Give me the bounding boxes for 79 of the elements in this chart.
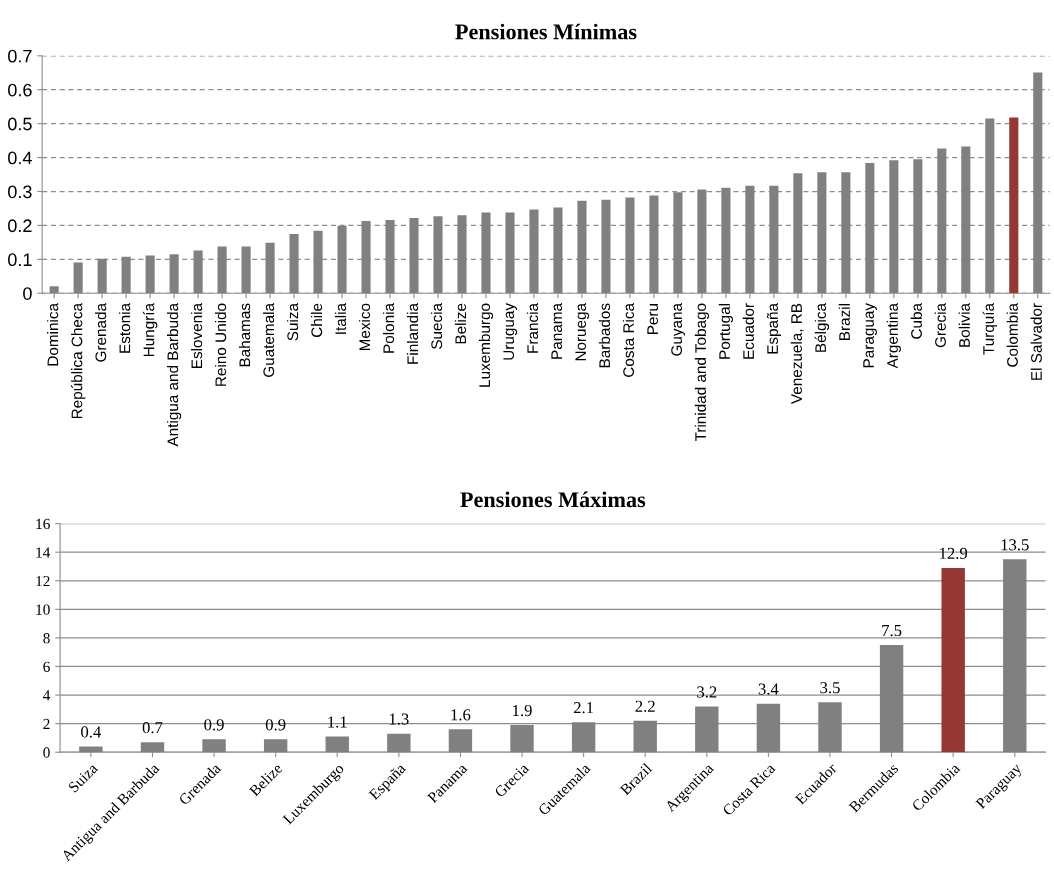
x-tick-label: Cuba [910, 302, 922, 339]
data-label: 2.2 [635, 700, 655, 712]
y-tick-label: 0.3 [8, 185, 32, 199]
x-tick-label: Grenada [95, 302, 107, 362]
y-tick-label: 6 [43, 661, 50, 672]
data-label: 3.4 [758, 683, 779, 695]
x-tick-label: Mexico [358, 303, 371, 351]
x-tick-label: Estonia [119, 302, 131, 353]
data-label: 1.6 [451, 709, 471, 721]
x-tick-label: Venezuela, RB [790, 303, 804, 404]
x-tick-label: Bélgica [814, 302, 830, 352]
x-tick-label: Argentina [886, 302, 901, 369]
x-tick-label: Bahamas [238, 303, 251, 367]
x-tick-label: Francia [526, 302, 539, 353]
y-tick-label: 0.7 [8, 49, 32, 63]
data-label: 13.5 [1001, 539, 1029, 551]
x-tick-label: Colombia [1006, 302, 1018, 367]
y-tick-label: 14 [36, 547, 51, 558]
data-label: 1.1 [328, 716, 347, 728]
data-label: 0.9 [265, 719, 286, 731]
data-label: 7.5 [882, 625, 902, 637]
x-tick-label: Costa Rica [622, 302, 635, 377]
x-tick-label: Reino Unido [214, 303, 227, 386]
y-tick-label: 0 [23, 287, 32, 300]
data-label: 2.1 [573, 702, 594, 714]
x-tick-label: Finlandia [406, 302, 419, 364]
bar [1009, 117, 1019, 294]
x-tick-label: Belize [454, 303, 467, 344]
y-tick-label: 12 [36, 575, 50, 587]
x-tick-label: Paraguay [863, 303, 877, 368]
x-tick-label: Portugal [718, 304, 734, 359]
x-tick-label: Guyana [671, 302, 686, 356]
y-tick-label: 4 [43, 690, 51, 701]
y-tick-label: 8 [43, 633, 50, 644]
chart-title: Pensiones Mínimas [455, 23, 637, 40]
bar [941, 567, 965, 753]
x-tick-label: República Checa [70, 302, 86, 419]
x-tick-label: Eslovenia [190, 302, 203, 368]
chart-title: Pensiones Máximas [460, 491, 646, 508]
x-tick-label: Guatemala [262, 302, 275, 377]
y-tick-label: 0.4 [8, 151, 32, 165]
y-tick-label: 0.1 [8, 253, 32, 267]
x-tick-label: Panama [551, 302, 563, 359]
x-tick-label: Suecia [430, 302, 443, 350]
y-tick-label: 0.6 [8, 83, 32, 97]
data-label: 1.9 [513, 704, 532, 717]
x-tick-label: Noruega [575, 302, 590, 361]
x-tick-label: Dominica [47, 302, 59, 366]
data-label: 3.5 [820, 682, 840, 694]
x-tick-label: Polonia [382, 302, 395, 353]
data-label: 1.3 [389, 713, 409, 725]
x-tick-label: Bolivia [958, 302, 970, 347]
x-tick-label: Brazil [838, 304, 850, 340]
x-tick-label: Hungría [142, 302, 158, 357]
x-tick-label: Italia [334, 302, 347, 334]
y-tick-label: 10 [36, 604, 50, 615]
data-label: 0.9 [204, 719, 224, 731]
x-tick-label: Luxemburgo [478, 303, 494, 387]
y-tick-label: 2 [43, 718, 50, 729]
x-tick-label: Uruguay [503, 303, 518, 360]
x-tick-label: El Salvador [1030, 303, 1042, 380]
data-label: 0.7 [142, 722, 163, 734]
y-tick-label: 0 [43, 747, 50, 758]
x-tick-label: Peru [647, 304, 659, 334]
y-tick-label: 16 [36, 518, 50, 530]
y-tick-label: 0.5 [8, 117, 32, 131]
data-label: 3.2 [697, 686, 717, 698]
data-label: 12.9 [940, 547, 968, 560]
x-tick-label: Suiza [286, 302, 299, 341]
x-tick-label: Turquía [982, 302, 998, 355]
x-tick-label: Grecia [934, 302, 946, 348]
x-tick-label: Chile [310, 303, 323, 338]
x-tick-label: España [766, 302, 782, 354]
x-tick-label: Barbados [598, 303, 611, 368]
y-tick-label: 0.2 [8, 219, 32, 233]
x-tick-label: Ecuador [742, 303, 754, 359]
x-tick-label: Trinidad and Tobago [694, 303, 710, 442]
x-tick-label: Antigua and Barbuda [166, 302, 182, 447]
data-label: 0.4 [81, 726, 102, 738]
